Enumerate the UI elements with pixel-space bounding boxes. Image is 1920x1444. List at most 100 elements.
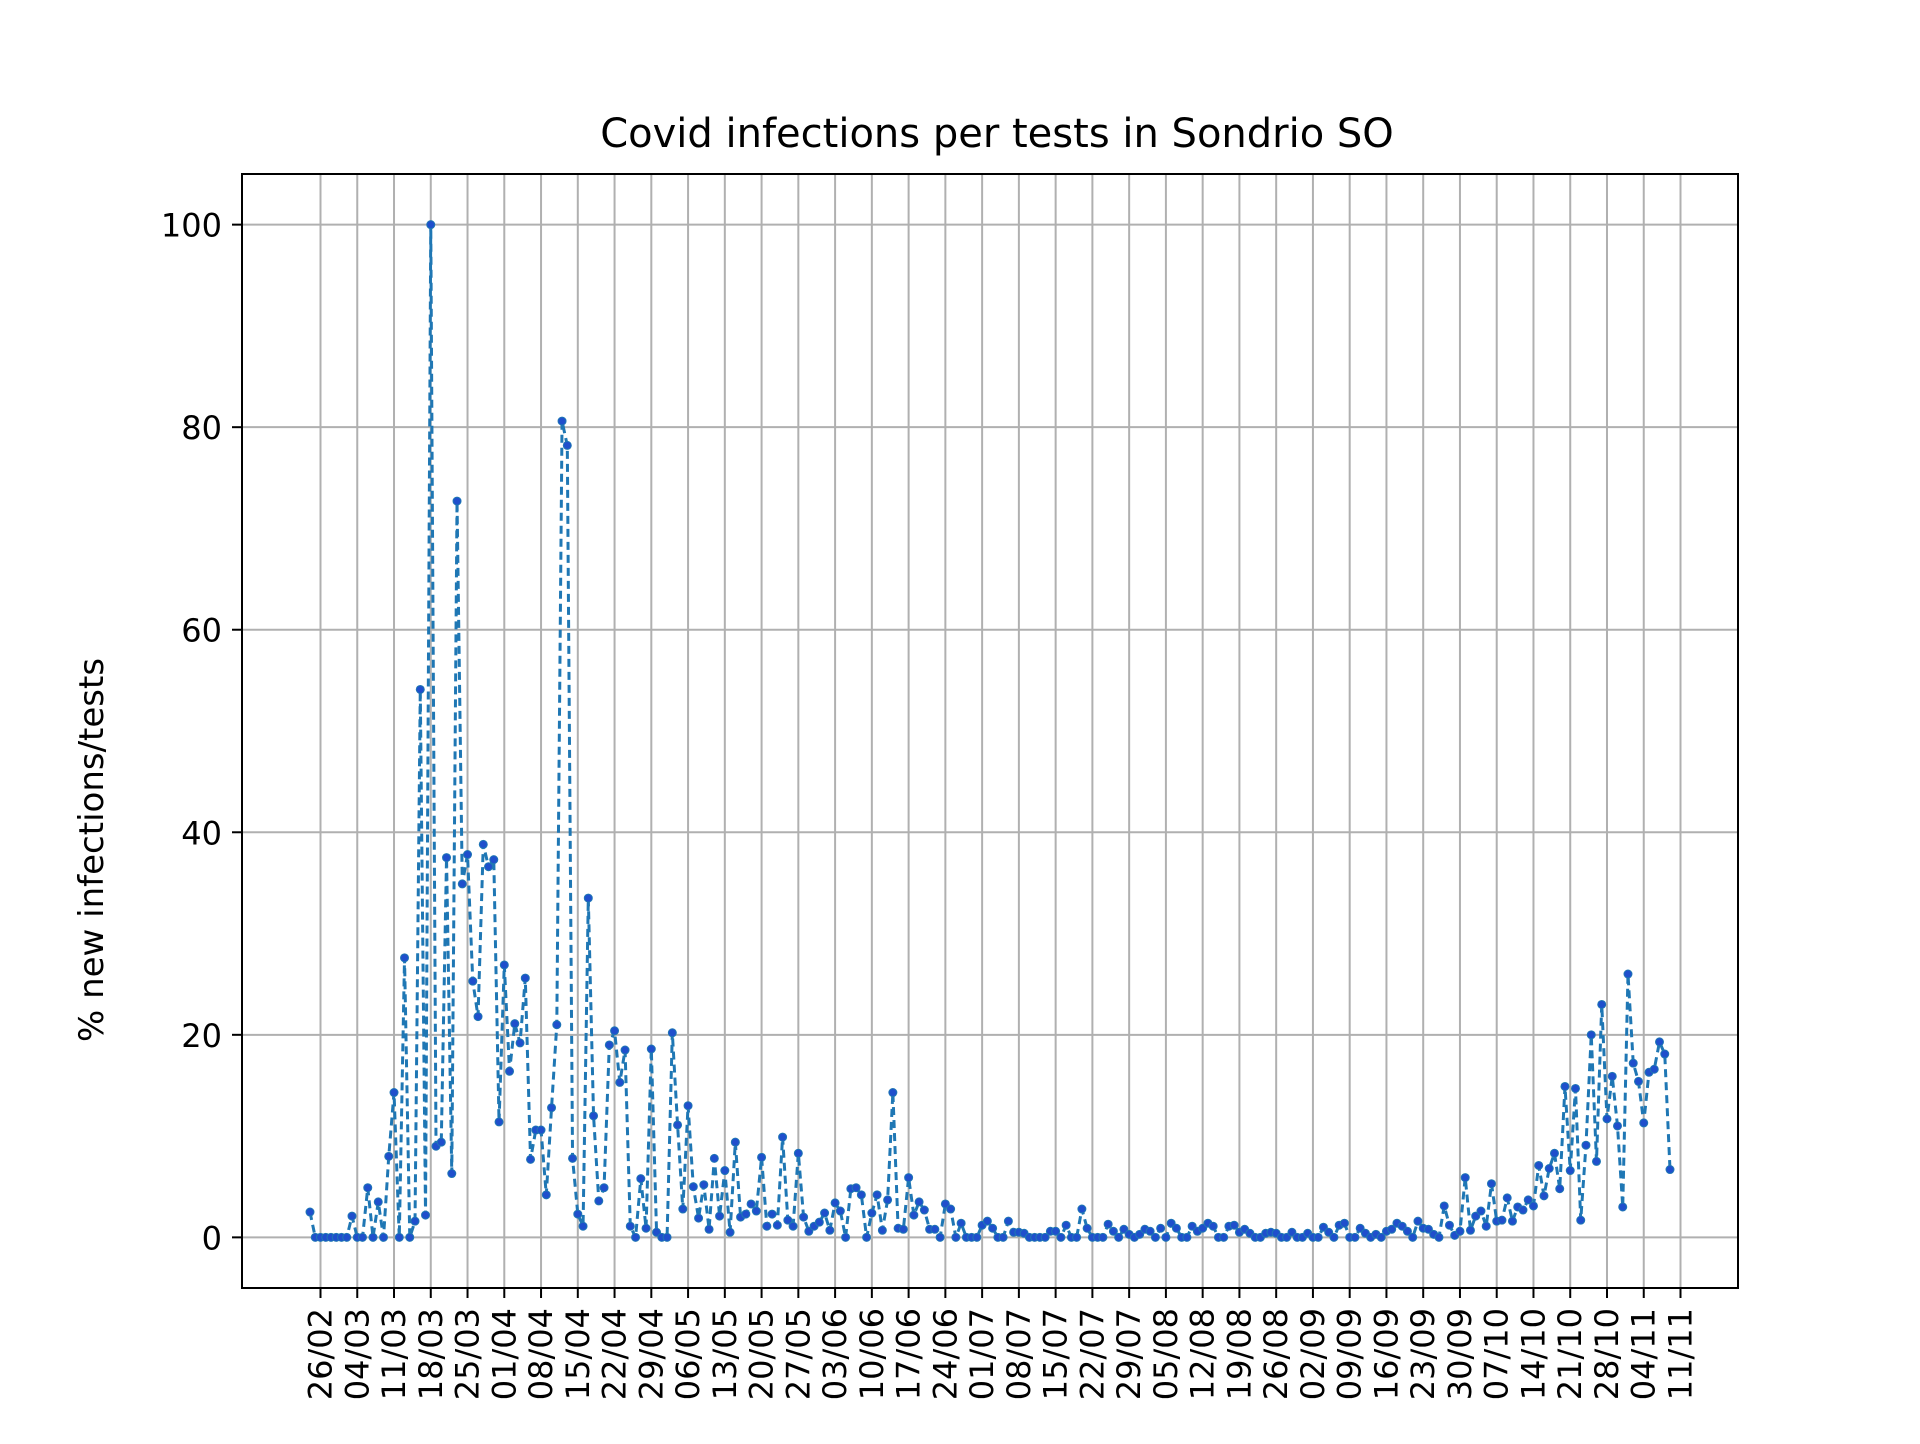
data-point [767, 1209, 777, 1219]
data-point [358, 1232, 368, 1242]
data-point [709, 1153, 719, 1163]
x-tick-label: 24/06 [926, 1308, 964, 1400]
data-point [778, 1132, 788, 1142]
data-point [1114, 1232, 1124, 1242]
data-point [347, 1211, 357, 1221]
x-tick-label: 29/07 [1110, 1308, 1148, 1400]
data-point [1660, 1049, 1670, 1059]
x-tick-label: 11/03 [375, 1308, 413, 1400]
data-point [746, 1199, 756, 1209]
x-tick-label: 10/06 [853, 1308, 891, 1400]
data-point [379, 1232, 389, 1242]
data-point [1387, 1224, 1397, 1234]
data-point [526, 1154, 536, 1164]
data-point [1413, 1216, 1423, 1226]
x-tick-label: 21/10 [1551, 1308, 1589, 1400]
data-point [473, 1012, 483, 1022]
data-point [631, 1232, 641, 1242]
data-point [715, 1211, 725, 1221]
data-point [830, 1198, 840, 1208]
chart-title: Covid infections per tests in Sondrio SO [600, 111, 1394, 157]
data-point [1639, 1118, 1649, 1128]
data-point [788, 1221, 798, 1231]
data-point [573, 1209, 583, 1219]
data-point [835, 1206, 845, 1216]
data-point [447, 1169, 457, 1179]
data-point [1077, 1204, 1087, 1214]
data-point [1171, 1223, 1181, 1233]
data-point [741, 1209, 751, 1219]
data-point [867, 1208, 877, 1218]
y-tick-label: 80 [181, 409, 222, 447]
x-tick-label: 07/10 [1478, 1308, 1516, 1400]
data-point [599, 1183, 609, 1193]
data-point [557, 416, 567, 426]
x-tick-label: 04/03 [338, 1308, 376, 1400]
data-point [1003, 1216, 1013, 1226]
data-point [636, 1174, 646, 1184]
data-point [919, 1205, 929, 1215]
data-point [1481, 1221, 1491, 1231]
data-point [730, 1137, 740, 1147]
y-tick-label: 100 [161, 207, 222, 245]
data-point [1555, 1184, 1565, 1194]
data-point [841, 1232, 851, 1242]
x-tick-label: 03/06 [816, 1308, 854, 1400]
data-point [1570, 1083, 1580, 1093]
y-axis-label: % new infections/tests [72, 658, 112, 1042]
x-tick-label: 05/08 [1147, 1308, 1185, 1400]
x-tick-label: 29/04 [632, 1308, 670, 1400]
data-point [914, 1197, 924, 1207]
y-tick-label: 60 [181, 612, 222, 650]
data-point [1082, 1223, 1092, 1233]
data-point [1612, 1121, 1622, 1131]
data-point [688, 1182, 698, 1192]
data-point [1465, 1225, 1475, 1235]
data-point [410, 1216, 420, 1226]
data-point [510, 1019, 520, 1029]
x-tick-label: 26/02 [302, 1308, 340, 1400]
data-point [1182, 1232, 1192, 1242]
data-point [930, 1224, 940, 1234]
data-point [646, 1044, 656, 1054]
data-point [1408, 1232, 1418, 1242]
data-point [909, 1210, 919, 1220]
data-point [856, 1190, 866, 1200]
x-tick-label: 08/04 [522, 1308, 560, 1400]
data-point [1528, 1201, 1538, 1211]
data-point [725, 1227, 735, 1237]
data-point [1497, 1215, 1507, 1225]
data-point [1061, 1220, 1071, 1230]
data-point [1229, 1220, 1239, 1230]
data-point [415, 684, 425, 694]
data-point [1628, 1058, 1638, 1068]
data-point [1051, 1226, 1061, 1236]
data-point [1618, 1202, 1628, 1212]
data-point [505, 1066, 515, 1076]
x-tick-label: 08/07 [1000, 1308, 1038, 1400]
data-point [1040, 1232, 1050, 1242]
x-tick-label: 13/05 [706, 1308, 744, 1400]
data-point [1623, 969, 1633, 979]
data-point [457, 879, 467, 889]
data-point [520, 973, 530, 983]
data-point [1539, 1191, 1549, 1201]
data-point [1655, 1037, 1664, 1047]
data-point [405, 1232, 415, 1242]
data-point [436, 1137, 446, 1147]
x-tick-label: 19/08 [1220, 1308, 1258, 1400]
data-point [1602, 1114, 1612, 1124]
x-tick-label: 17/06 [890, 1308, 928, 1400]
data-point [552, 1020, 562, 1030]
data-point [1665, 1165, 1675, 1175]
data-point [499, 960, 509, 970]
data-point [1161, 1232, 1171, 1242]
data-point [1591, 1156, 1601, 1166]
data-point [1434, 1232, 1444, 1242]
data-point [1586, 1030, 1596, 1040]
data-point [799, 1212, 809, 1222]
x-tick-label: 11/11 [1662, 1308, 1700, 1400]
data-point [1507, 1216, 1517, 1226]
x-tick-label: 01/04 [485, 1308, 523, 1400]
data-point [1329, 1232, 1339, 1242]
